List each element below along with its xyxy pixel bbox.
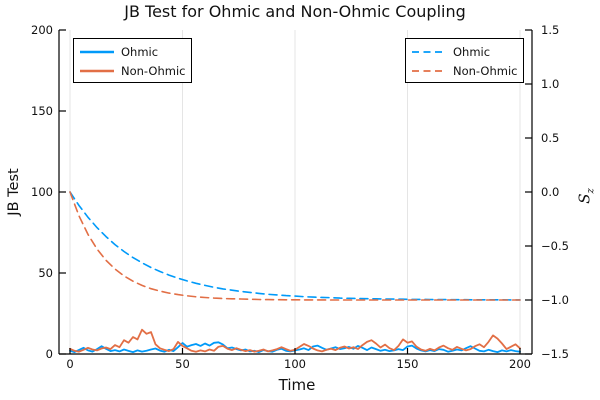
right-axis-tick-label: −1.0 xyxy=(541,293,569,307)
series-line-ohmic-right xyxy=(69,191,521,301)
legend-label: Ohmic xyxy=(453,44,491,59)
dashed-line-sample-non-ohmic xyxy=(412,69,446,72)
right-axis-tick-label: 0.0 xyxy=(541,185,560,199)
right-axis-tick-label: −1.5 xyxy=(541,347,569,361)
legend-entry: Ohmic xyxy=(412,42,517,61)
legend-left: Ohmic Non-Ohmic xyxy=(73,38,193,83)
right-axis-tick-label: −0.5 xyxy=(541,239,569,253)
left-axis-tick-label: 100 xyxy=(31,185,53,199)
legend-entry: Ohmic xyxy=(80,42,185,61)
dashed-line-sample-ohmic xyxy=(412,50,446,53)
right-axis-label-base: S xyxy=(575,193,594,204)
right-axis-tick-label: 1.0 xyxy=(541,77,560,91)
x-axis-tick-label: 200 xyxy=(509,357,531,371)
left-axis-tick-label: 150 xyxy=(31,104,53,118)
right-axis-label-sub: z xyxy=(585,188,597,194)
x-axis-label: Time xyxy=(278,376,316,394)
x-axis-tick-label: 100 xyxy=(284,357,306,371)
right-axis-label: Sz xyxy=(576,188,597,204)
left-axis-tick-label: 200 xyxy=(31,23,53,37)
chart-title: JB Test for Ohmic and Non-Ohmic Coupling xyxy=(124,2,466,21)
solid-line-sample-ohmic xyxy=(80,50,114,53)
legend-label: Non-Ohmic xyxy=(121,63,186,78)
legend-right: Ohmic Non-Ohmic xyxy=(405,38,525,83)
x-axis-tick-label: 50 xyxy=(175,357,190,371)
x-axis-tick-label: 0 xyxy=(66,357,74,371)
right-axis-tick-label: 1.5 xyxy=(541,23,560,37)
left-axis-label: JB Test xyxy=(6,168,22,216)
left-axis-tick-label: 0 xyxy=(45,347,53,361)
x-axis-tick-label: 150 xyxy=(396,357,419,371)
legend-entry: Non-Ohmic xyxy=(80,61,185,80)
left-axis-tick-label: 50 xyxy=(38,266,53,280)
legend-label: Ohmic xyxy=(121,44,159,59)
series-line-non-ohmic-right xyxy=(69,191,521,301)
right-axis-tick-label: 0.5 xyxy=(541,131,560,145)
legend-label: Non-Ohmic xyxy=(453,63,518,78)
legend-entry: Non-Ohmic xyxy=(412,61,517,80)
solid-line-sample-non-ohmic xyxy=(80,69,114,72)
